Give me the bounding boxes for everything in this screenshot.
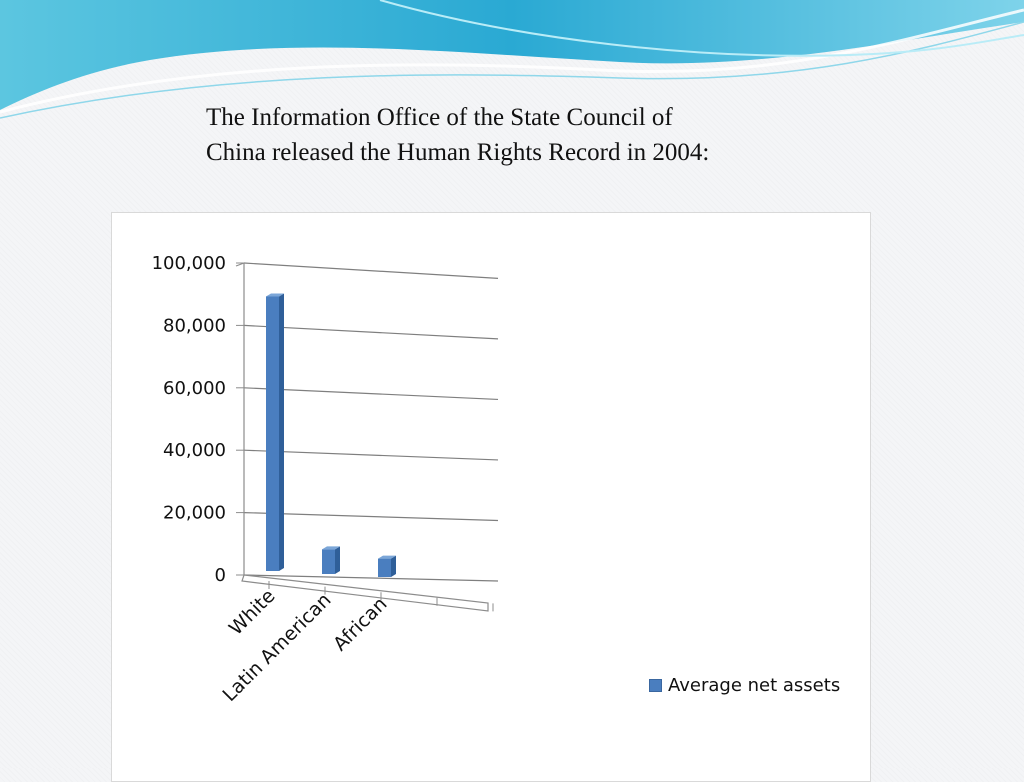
gridline xyxy=(243,262,499,279)
y-tick-label: 0 xyxy=(215,565,226,586)
y-tick-label: 80,000 xyxy=(163,315,226,336)
gridline xyxy=(243,512,499,522)
legend-swatch xyxy=(649,679,662,692)
x-tick-label: African xyxy=(329,593,391,655)
bar-side xyxy=(335,546,340,574)
bar xyxy=(266,296,279,571)
bar-chart: 0 20,000 40,000 60,000 80,000 100,000 WhiteLat… xyxy=(152,253,499,706)
legend: Average net assets xyxy=(649,675,840,696)
x-tick-label: Latin American xyxy=(219,589,336,706)
bar-side xyxy=(279,293,284,571)
bar xyxy=(378,558,391,577)
wave-decoration xyxy=(0,0,1024,119)
chart-frame: 0 20,000 40,000 60,000 80,000 100,000 White Lat… xyxy=(111,212,871,782)
gridline xyxy=(243,324,499,340)
bar xyxy=(322,549,335,574)
x-tick-label: White xyxy=(225,585,280,640)
bar-top xyxy=(378,555,396,559)
y-tick-label: 20,000 xyxy=(163,503,226,524)
y-tick-label: 100,000 xyxy=(152,253,226,274)
y-tick-label: 40,000 xyxy=(163,440,226,461)
gridline xyxy=(243,387,499,401)
gridline xyxy=(243,449,499,461)
slide-title-line2: China released the Human Rights Record i… xyxy=(206,139,710,166)
bar-top xyxy=(322,546,340,550)
gridline xyxy=(243,574,499,582)
y-tick-label: 60,000 xyxy=(163,378,226,399)
bar-side xyxy=(391,555,396,577)
chart-floor xyxy=(241,574,489,612)
slide-title: The Information Office of the State Coun… xyxy=(206,100,846,170)
legend-label: Average net assets xyxy=(668,675,841,696)
bar-top xyxy=(266,293,284,297)
slide-title-line1: The Information Office of the State Coun… xyxy=(206,104,673,131)
